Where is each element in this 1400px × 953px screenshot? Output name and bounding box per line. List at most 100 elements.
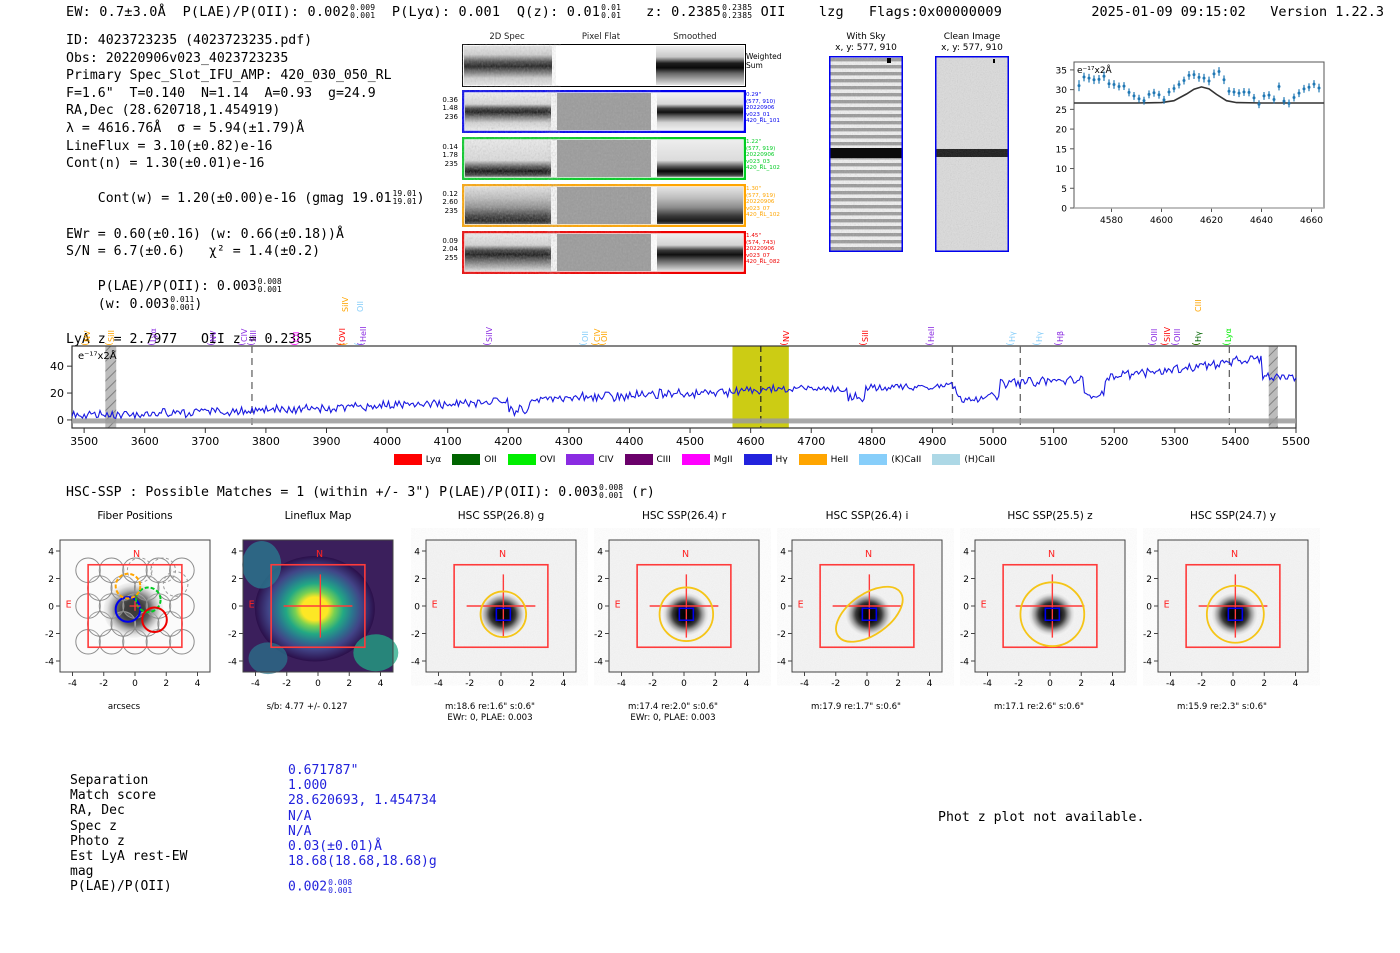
header-qz: Q(z): 0.01 [516, 4, 601, 20]
hsc-panel-caption: s/b: 4.77 +/- 0.127 [209, 702, 405, 713]
detail-value: 0.002 0.008 0.001 [288, 879, 352, 895]
hsc-xtick: 2 [895, 679, 901, 689]
profile-fit-curve [1074, 86, 1324, 104]
detail-value: 0.03(±0.01)Å [288, 839, 382, 854]
emission-line-label: NV [82, 330, 92, 342]
emission-line-brace: ( [1222, 342, 1232, 346]
detail-value: 18.68(18.68,18.68)g [288, 854, 437, 870]
profile-xtick: 4620 [1200, 216, 1223, 226]
spec2d-row-value: 235 [444, 159, 458, 168]
emission-line-brace: ( [925, 342, 935, 346]
legend-swatch [859, 454, 888, 465]
legend-item: MgII [681, 454, 733, 465]
detail-key: P(LAE)/P(OII) [70, 879, 172, 895]
emission-line-label: Lyα [149, 328, 159, 342]
emission-line-label: SiII [860, 329, 870, 342]
hsc-xtick: 2 [346, 679, 352, 689]
spec2d-row-value: 1.48 [442, 104, 458, 113]
hsc-panel-caption: m:18.6 re:1.6" s:0.6" EWr: 0, PLAE: 0.003 [392, 702, 588, 724]
hsc-panel-caption-line: m:17.4 re:2.0" s:0.6" [627, 702, 718, 712]
spec2d-row-image [462, 184, 746, 227]
compass-east: E [1164, 599, 1170, 610]
spec2d-row-meta-line: (577, 919) [746, 145, 776, 152]
hsc-aperture-ellipse [1205, 584, 1265, 644]
spec2d-row-value: 1.78 [442, 151, 458, 160]
spectrum-xtick: 3700 [191, 435, 219, 448]
compass-north: N [1048, 549, 1055, 560]
compass-north: N [1231, 549, 1238, 560]
profile-ytick: 25 [1056, 106, 1067, 116]
legend-label: (H)CaII [964, 454, 996, 465]
detail-value: 28.620693, 1.454734 [288, 793, 437, 809]
header-flags: Flags:0x00000009 [868, 4, 1003, 20]
spectrum-xtick: 5300 [1161, 435, 1189, 448]
hsc-xtick: -2 [465, 679, 474, 689]
legend-swatch [681, 454, 710, 465]
spectrum-xtick: 4000 [373, 435, 401, 448]
info-sn-chi2: S/N = 6.7(±0.6) χ² = 1.4(±0.2) [66, 244, 321, 260]
legend-label: (K)CaII [891, 454, 922, 465]
info-cont-w-text: Cont(w) = 1.20(±0.00)e-16 (gmag 19.01 [97, 191, 392, 207]
hsc-xtick: 4 [927, 679, 933, 689]
detail-key: RA, Dec [70, 803, 125, 819]
header-timestamp-version: 2025-01-09 09:15:02 Version 1.22.3 [1091, 4, 1384, 20]
col-header-smoothed: Smoothed [673, 32, 717, 42]
emission-line-label: OII [580, 330, 590, 342]
emission-line-label: CIV [239, 328, 249, 342]
legend-swatch [393, 454, 422, 465]
spec2d-row-image [462, 137, 746, 180]
spectrum-ytick: 20 [50, 387, 64, 400]
emission-line-brace: ( [1033, 342, 1043, 346]
emission-line-label: Hγ [1194, 331, 1204, 342]
hsc-panel-caption-line2: EWr: 0, PLAE: 0.003 [447, 713, 533, 723]
hsc-panel-caption: arcsecs [26, 702, 222, 713]
hsc-panel-caption-line: m:17.1 re:2.6" s:0.6" [993, 702, 1084, 712]
hsc-ytick: 4 [231, 548, 237, 558]
hsc-panel-title: HSC SSP(26.8) g [457, 510, 545, 522]
emission-line-label: HeII [927, 326, 937, 342]
full-spectrum-plot: 0 20 40 3500 3600 3700 3800 3900 4000 4100 4200 430… [0, 268, 1400, 478]
info-seeing: F=1.6" T=0.140 N=1.14 A=0.93 g=24.9 [66, 85, 376, 101]
spec2d-row-value: 235 [444, 206, 458, 215]
hsc-panel-caption-line: arcsecs [107, 702, 141, 712]
hsc-panel-caption-line: m:18.6 re:1.6" s:0.6" [444, 702, 535, 712]
profile-xtick: 4640 [1250, 216, 1273, 226]
hsc-ytick: 0 [780, 603, 786, 613]
legend-swatch [507, 454, 536, 465]
hsc-xtick: 2 [529, 679, 535, 689]
legend-item: OII [452, 454, 497, 465]
legend-label: CIII [656, 454, 671, 465]
legend-item: Lyα [393, 454, 441, 465]
header-summary: EW: 0.7±3.0Å P(LAE)/P(OII): 0.002 0.009 0.… [66, 3, 1003, 21]
detail-key: Separation [70, 773, 149, 788]
info-plae-range: 0.008 0.001 [257, 277, 282, 295]
hsc-panel-caption: m:17.9 re:1.7" s:0.6" [758, 702, 954, 713]
info-cont-w-range: 19.01 19.01 [392, 189, 417, 207]
emission-line-label: Hγ [1034, 331, 1044, 342]
hsc-ytick: 4 [963, 548, 969, 558]
profile-xtick: 4660 [1300, 216, 1323, 226]
legend-item: CIV [566, 454, 614, 465]
hsc-ytick: -2 [777, 630, 786, 640]
hsc-ytick: -2 [594, 630, 603, 640]
profile-ytick: 10 [1056, 165, 1068, 175]
cleanimage-title: Clean Image [943, 32, 1001, 42]
hsc-ytick: -2 [411, 630, 420, 640]
detail-value: 1.000 [288, 778, 328, 794]
header-z-range: 0.2385 0.2385 [722, 3, 753, 20]
hsc-xtick: -2 [99, 679, 108, 689]
emission-line-brace: ( [1192, 342, 1202, 346]
info-lineflux: LineFlux = 3.10(±0.82)e-16 [66, 138, 273, 154]
compass-east: E [432, 599, 438, 610]
photz-note: Phot z plot not available. [938, 810, 1145, 825]
spectrum-xtick: 4500 [676, 435, 704, 448]
hsc-xtick: 0 [1047, 679, 1053, 689]
hsc-aperture-ellipse [835, 585, 904, 643]
info-lambda-sigma: λ = 4616.76Å σ = 5.94(±1.79)Å [66, 120, 305, 136]
spec2d-row-value: 255 [444, 253, 458, 262]
spectrum-xtick: 4700 [797, 435, 825, 448]
info-obs: Obs: 20220906v023_4023723235 [66, 50, 289, 66]
emission-line-label: OIII [1149, 328, 1159, 342]
hsc-panel-image: -4 -4 -2 -2 0 0 2 2 4 4 N E [960, 539, 1126, 689]
spec2d-row-meta-line: v023_07 [746, 205, 770, 212]
